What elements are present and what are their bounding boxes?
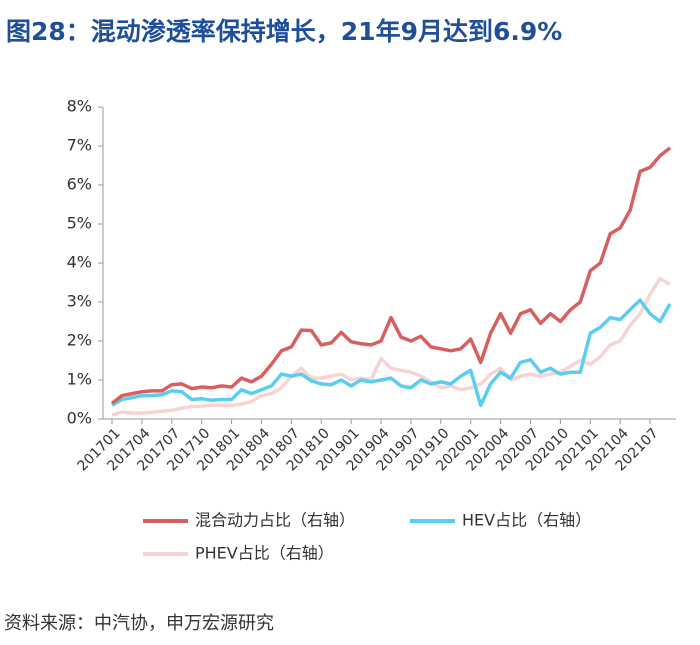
y-tick-label: 7%	[67, 136, 92, 155]
y-tick-label: 3%	[67, 292, 92, 311]
legend-label: 混合动力占比（右轴）	[195, 511, 355, 530]
y-tick-label: 0%	[67, 409, 92, 428]
chart-title: 图28：混动渗透率保持增长，21年9月达到6.9%	[6, 17, 562, 46]
legend-label: PHEV占比（右轴）	[195, 544, 334, 563]
legend-label: HEV占比（右轴）	[462, 511, 591, 530]
y-tick-label: 1%	[67, 370, 92, 389]
series-line	[111, 276, 671, 417]
source-note: 资料来源：中汽协，申万宏源研究	[4, 613, 274, 634]
series-line	[110, 146, 672, 405]
series-line	[111, 298, 672, 408]
y-tick-label: 2%	[67, 331, 92, 350]
y-tick-label: 5%	[67, 214, 92, 233]
y-tick-label: 6%	[67, 175, 92, 194]
y-tick-label: 8%	[67, 97, 92, 116]
y-tick-label: 4%	[67, 253, 92, 272]
